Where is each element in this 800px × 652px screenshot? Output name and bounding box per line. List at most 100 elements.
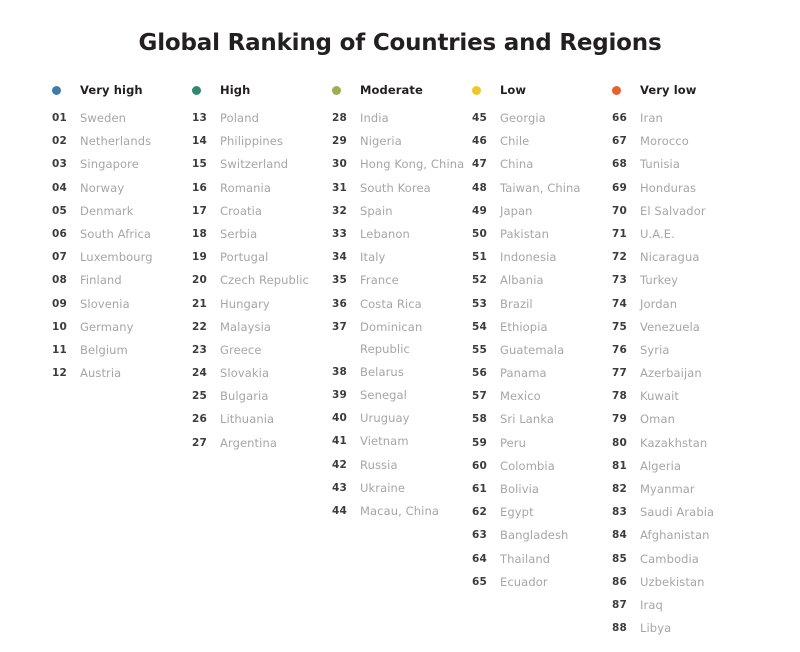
ranking-entry[interactable]: 86 Uzbekistan: [612, 575, 752, 589]
ranking-entry[interactable]: 13 Poland: [192, 111, 332, 125]
ranking-entry[interactable]: 36 Costa Rica: [332, 297, 472, 311]
ranking-entry[interactable]: 22 Malaysia: [192, 320, 332, 334]
ranking-entry[interactable]: 12 Austria: [52, 366, 192, 380]
ranking-entry[interactable]: 58 Sri Lanka: [472, 412, 612, 426]
ranking-entry[interactable]: 48 Taiwan, China: [472, 181, 612, 195]
ranking-entry[interactable]: 78 Kuwait: [612, 389, 752, 403]
ranking-entry[interactable]: 43 Ukraine: [332, 481, 472, 495]
ranking-entry[interactable]: 03 Singapore: [52, 157, 192, 171]
ranking-entry[interactable]: 16 Romania: [192, 181, 332, 195]
ranking-entry[interactable]: 26 Lithuania: [192, 412, 332, 426]
ranking-entry[interactable]: 67 Morocco: [612, 134, 752, 148]
legend-very-high[interactable]: Very high: [52, 79, 192, 101]
ranking-entry[interactable]: 60 Colombia: [472, 459, 612, 473]
legend-moderate[interactable]: Moderate: [332, 79, 472, 101]
ranking-entry[interactable]: 72 Nicaragua: [612, 250, 752, 264]
ranking-entry[interactable]: 20 Czech Republic: [192, 273, 332, 287]
ranking-entry[interactable]: 76 Syria: [612, 343, 752, 357]
legend-high[interactable]: High: [192, 79, 332, 101]
ranking-entry[interactable]: 17 Croatia: [192, 204, 332, 218]
ranking-entry[interactable]: 52 Albania: [472, 273, 612, 287]
ranking-entry[interactable]: 41 Vietnam: [332, 434, 472, 448]
entry-rank: 06: [52, 227, 68, 240]
ranking-entry[interactable]: 63 Bangladesh: [472, 528, 612, 542]
ranking-entry[interactable]: 33 Lebanon: [332, 227, 472, 241]
ranking-entry[interactable]: 77 Azerbaijan: [612, 366, 752, 380]
ranking-entry[interactable]: 80 Kazakhstan: [612, 436, 752, 450]
ranking-entry[interactable]: 70 El Salvador: [612, 204, 752, 218]
ranking-entry[interactable]: 47 China: [472, 157, 612, 171]
ranking-entry[interactable]: 88 Libya: [612, 621, 752, 635]
ranking-entry[interactable]: 81 Algeria: [612, 459, 752, 473]
ranking-entry[interactable]: 62 Egypt: [472, 505, 612, 519]
ranking-entry[interactable]: 07 Luxembourg: [52, 250, 192, 264]
ranking-entry[interactable]: 44 Macau, China: [332, 504, 472, 518]
ranking-entry[interactable]: 34 Italy: [332, 250, 472, 264]
ranking-entry[interactable]: 84 Afghanistan: [612, 528, 752, 542]
ranking-entry[interactable]: 69 Honduras: [612, 181, 752, 195]
ranking-entry[interactable]: 56 Panama: [472, 366, 612, 380]
ranking-entry[interactable]: 21 Hungary: [192, 297, 332, 311]
ranking-entry[interactable]: 19 Portugal: [192, 250, 332, 264]
entry-rank: 19: [192, 251, 208, 264]
ranking-entry[interactable]: 39 Senegal: [332, 388, 472, 402]
ranking-entry[interactable]: 25 Bulgaria: [192, 389, 332, 403]
ranking-entry[interactable]: 49 Japan: [472, 204, 612, 218]
ranking-entry[interactable]: 59 Peru: [472, 436, 612, 450]
ranking-entry[interactable]: 74 Jordan: [612, 297, 752, 311]
ranking-entry[interactable]: 53 Brazil: [472, 297, 612, 311]
ranking-entry[interactable]: 75 Venezuela: [612, 320, 752, 334]
ranking-entry[interactable]: 57 Mexico: [472, 389, 612, 403]
ranking-entry[interactable]: 42 Russia: [332, 458, 472, 472]
ranking-entry[interactable]: 85 Cambodia: [612, 552, 752, 566]
ranking-entry[interactable]: 15 Switzerland: [192, 157, 332, 171]
ranking-entry[interactable]: 32 Spain: [332, 204, 472, 218]
ranking-entry[interactable]: 11 Belgium: [52, 343, 192, 357]
ranking-entry[interactable]: 04 Norway: [52, 181, 192, 195]
ranking-entry[interactable]: 68 Tunisia: [612, 157, 752, 171]
ranking-entry[interactable]: 46 Chile: [472, 134, 612, 148]
entry-name: Hong Kong, China: [360, 157, 465, 172]
ranking-entry[interactable]: 35 France: [332, 273, 472, 287]
legend-low[interactable]: Low: [472, 79, 612, 101]
ranking-entry[interactable]: 40 Uruguay: [332, 411, 472, 425]
ranking-entry[interactable]: 30 Hong Kong, China: [332, 157, 472, 171]
ranking-entry[interactable]: 24 Slovakia: [192, 366, 332, 380]
ranking-entry[interactable]: 50 Pakistan: [472, 227, 612, 241]
ranking-entry[interactable]: 38 Belarus: [332, 365, 472, 379]
ranking-entry[interactable]: 09 Slovenia: [52, 297, 192, 311]
ranking-entry[interactable]: 82 Myanmar: [612, 482, 752, 496]
ranking-entry[interactable]: 65 Ecuador: [472, 575, 612, 589]
ranking-entry[interactable]: 83 Saudi Arabia: [612, 505, 752, 519]
ranking-entry[interactable]: 64 Thailand: [472, 552, 612, 566]
ranking-entry[interactable]: 06 South Africa: [52, 227, 192, 241]
ranking-entry[interactable]: 14 Philippines: [192, 134, 332, 148]
entry-rank: 26: [192, 413, 208, 426]
ranking-entry[interactable]: 28 India: [332, 111, 472, 125]
ranking-entry[interactable]: 01 Sweden: [52, 111, 192, 125]
ranking-entry[interactable]: 87 Iraq: [612, 598, 752, 612]
ranking-entry[interactable]: 23 Greece: [192, 343, 332, 357]
ranking-entry[interactable]: 27 Argentina: [192, 436, 332, 450]
entry-name: Croatia: [220, 203, 263, 218]
ranking-entry[interactable]: 37 Dominican Republic: [332, 320, 472, 356]
ranking-entry[interactable]: 31 South Korea: [332, 181, 472, 195]
ranking-entry[interactable]: 71 U.A.E.: [612, 227, 752, 241]
ranking-entry[interactable]: 05 Denmark: [52, 204, 192, 218]
ranking-entry[interactable]: 61 Bolivia: [472, 482, 612, 496]
legend-very-low[interactable]: Very low: [612, 79, 752, 101]
ranking-entry[interactable]: 29 Nigeria: [332, 134, 472, 148]
legend-color-dot: [192, 85, 201, 95]
ranking-entry[interactable]: 66 Iran: [612, 111, 752, 125]
ranking-entry[interactable]: 45 Georgia: [472, 111, 612, 125]
ranking-entry[interactable]: 51 Indonesia: [472, 250, 612, 264]
ranking-entry[interactable]: 55 Guatemala: [472, 343, 612, 357]
ranking-entry[interactable]: 02 Netherlands: [52, 134, 192, 148]
ranking-entry[interactable]: 10 Germany: [52, 320, 192, 334]
ranking-entry[interactable]: 79 Oman: [612, 412, 752, 426]
ranking-entry[interactable]: 73 Turkey: [612, 273, 752, 287]
ranking-entry[interactable]: 54 Ethiopia: [472, 320, 612, 334]
ranking-entry[interactable]: 18 Serbia: [192, 227, 332, 241]
ranking-entry[interactable]: 08 Finland: [52, 273, 192, 287]
entry-rank: 30: [332, 158, 348, 171]
